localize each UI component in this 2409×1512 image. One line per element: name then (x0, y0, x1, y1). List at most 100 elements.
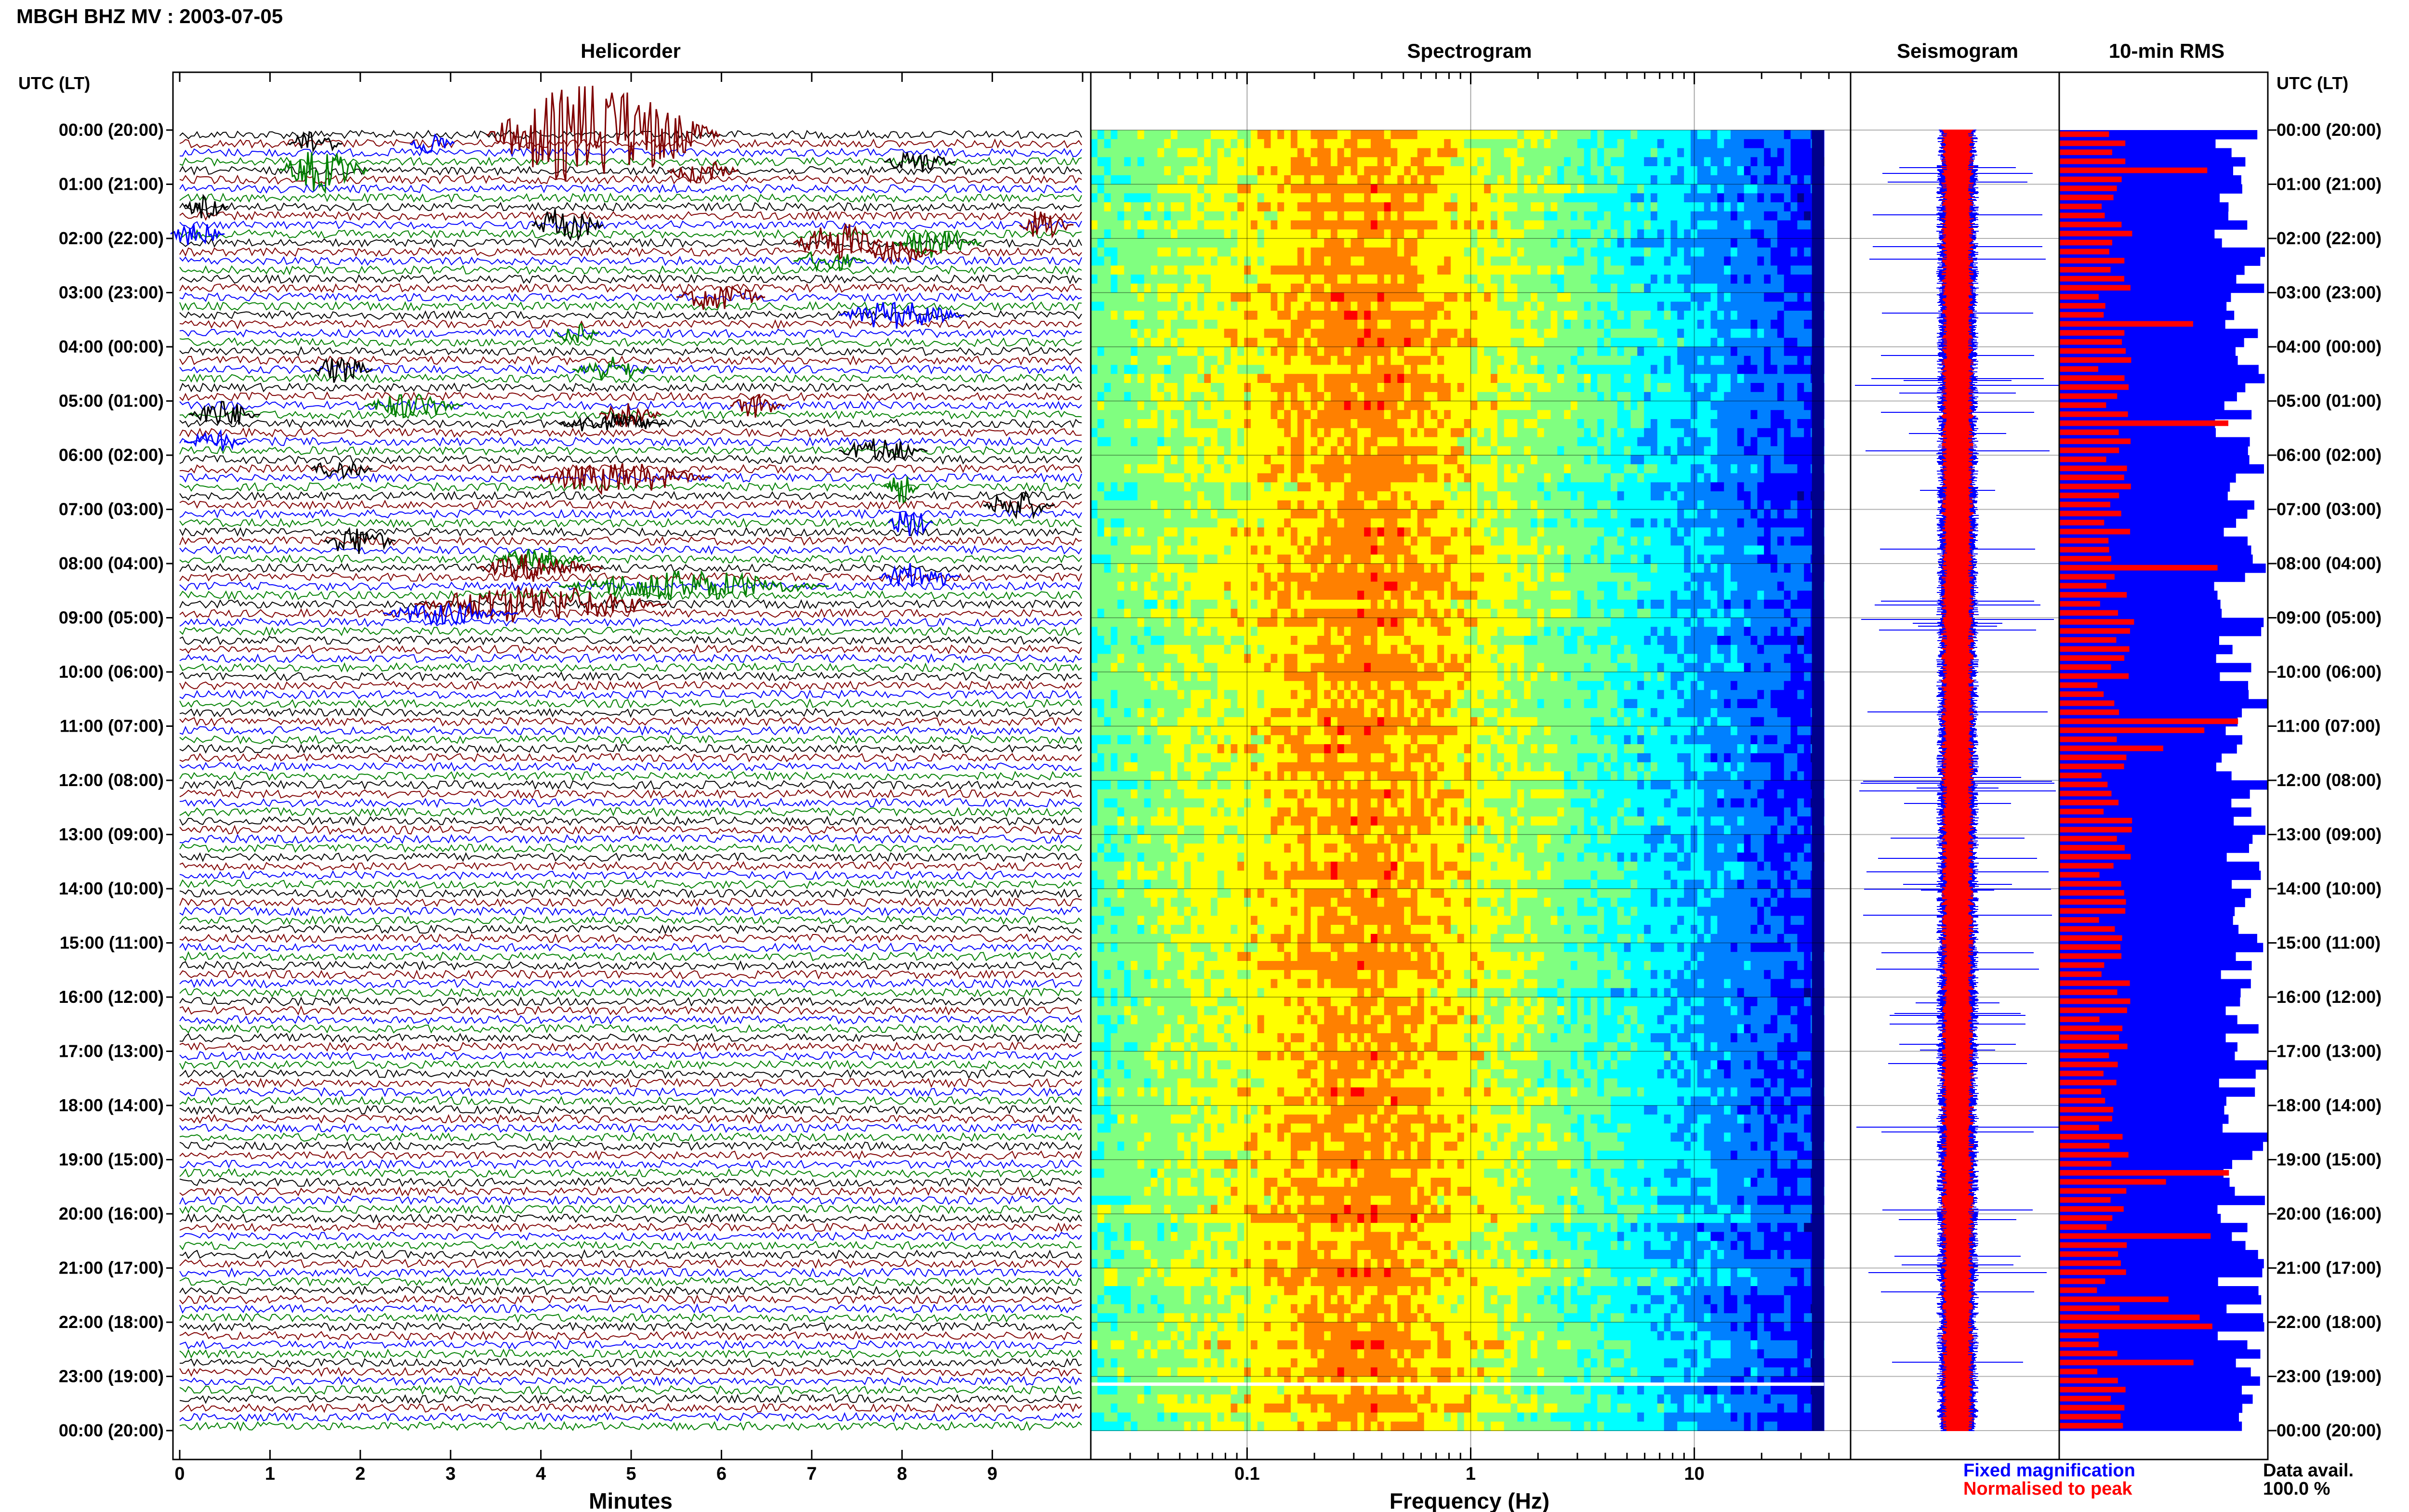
spectrogram-cell (1611, 482, 1618, 492)
spectrogram-cell (1224, 247, 1231, 257)
spectrogram-cell (1371, 365, 1378, 375)
spectrogram-cell (1184, 355, 1191, 366)
spectrogram-cell (1744, 256, 1751, 266)
spectrogram-cell (1550, 302, 1558, 311)
spectrogram-cell (1331, 437, 1338, 447)
helicorder-trace (179, 517, 1082, 528)
spectrogram-cell (1657, 455, 1665, 465)
spectrogram-cell (1390, 265, 1398, 275)
spectrogram-cell (1737, 184, 1745, 194)
spectrogram-cell (1584, 446, 1591, 456)
spectrogram-cell (1430, 256, 1438, 266)
spectrogram-cell (1350, 383, 1358, 393)
spectrogram-cell (1177, 175, 1185, 185)
spectrogram-cell (1750, 193, 1758, 203)
spectrogram-cell (1137, 247, 1145, 257)
spectrogram-cell (1117, 437, 1125, 447)
spectrogram-cell (1124, 365, 1131, 375)
spectrogram-cell (1244, 419, 1251, 429)
spectrogram-cell (1317, 139, 1324, 149)
spectrogram-cell (1564, 437, 1571, 447)
spectrogram-cell (1651, 347, 1658, 356)
spectrogram-cell (1390, 238, 1398, 248)
spectrogram-cell (1797, 437, 1804, 447)
spectrogram-cell (1124, 482, 1131, 492)
spectrogram-cell (1804, 139, 1811, 149)
spectrogram-cell (1137, 265, 1145, 275)
helicorder-trace (179, 635, 1082, 645)
spectrogram-cell (1091, 455, 1098, 465)
spectrogram-cell (1757, 419, 1764, 429)
spectrogram-cell (1564, 256, 1571, 266)
spectrogram-cell (1617, 184, 1625, 194)
spectrogram-cell (1217, 175, 1225, 185)
spectrogram-cell (1177, 166, 1185, 176)
spectrogram-cell (1457, 392, 1465, 402)
spectrogram-cell (1231, 347, 1238, 356)
spectrogram-cell (1137, 446, 1145, 456)
spectrogram-cell (1651, 500, 1658, 510)
spectrogram-cell (1677, 365, 1684, 375)
spectrogram-cell (1111, 392, 1118, 402)
spectrogram-cell (1444, 482, 1451, 492)
spectrogram-cell (1684, 419, 1691, 429)
spectrogram-cell (1357, 347, 1364, 356)
spectrogram-cell (1171, 500, 1178, 510)
spectrogram-cell (1251, 446, 1258, 456)
spectrogram-cell (1357, 482, 1364, 492)
spectrogram-cell (1537, 193, 1545, 203)
spectrogram-cell (1657, 148, 1665, 158)
spectrogram-cell (1417, 247, 1425, 257)
spectrogram-cell (1117, 355, 1125, 366)
spectrogram-cell (1097, 130, 1105, 140)
spectrogram-cell (1537, 265, 1545, 275)
spectrogram-cell (1117, 410, 1125, 420)
spectrogram-cell (1417, 229, 1425, 239)
spectrogram-cell (1271, 428, 1278, 438)
spectrogram-cell (1764, 365, 1771, 375)
helicorder-event (558, 413, 667, 432)
spectrogram-cell (1191, 211, 1198, 221)
spectrogram-cell (1251, 401, 1258, 411)
spectrogram-cell (1211, 464, 1218, 474)
spectrogram-cell (1091, 283, 1098, 293)
spectrogram-cell (1497, 311, 1505, 320)
spectrogram-cell (1184, 229, 1191, 239)
spectrogram-cell (1251, 329, 1258, 339)
spectrogram-cell (1111, 302, 1118, 311)
spectrogram-cell (1164, 238, 1171, 248)
spectrogram-cell (1584, 455, 1591, 465)
helicorder-trace (179, 454, 1082, 465)
spectrogram-cell (1377, 383, 1385, 393)
spectrogram-cell (1611, 175, 1618, 185)
spectrogram-cell (1557, 184, 1564, 194)
spectrogram-cell (1737, 455, 1745, 465)
spectrogram-cell (1677, 374, 1684, 383)
spectrogram-cell (1177, 338, 1185, 347)
spectrogram-cell (1444, 428, 1451, 438)
spectrogram-cell (1557, 374, 1564, 383)
spectrogram-cell (1424, 238, 1431, 248)
spectrogram-cell (1144, 238, 1152, 248)
spectrogram-cell (1131, 319, 1138, 329)
spectrogram-cell (1104, 455, 1112, 465)
spectrogram-cell (1590, 482, 1598, 492)
spectrogram-cell (1717, 383, 1724, 393)
spectrogram-cell (1630, 392, 1638, 402)
helicorder-trace (179, 1159, 1082, 1170)
spectrogram-cell (1404, 401, 1411, 411)
spectrogram-cell (1350, 319, 1358, 329)
spectrogram-cell (1411, 229, 1418, 239)
spectrogram-cell (1091, 473, 1098, 483)
spectrogram-cell (1611, 491, 1618, 501)
spectrogram-cell (1384, 275, 1391, 284)
spectrogram-cell (1124, 464, 1131, 474)
spectrogram-cell (1477, 292, 1484, 302)
spectrogram-cell (1337, 464, 1345, 474)
spectrogram-cell (1277, 446, 1284, 456)
spectrogram-cell (1670, 220, 1678, 230)
spectrogram-cell (1684, 428, 1691, 438)
spectrogram-cell (1337, 211, 1345, 221)
helicorder-trace (179, 1285, 1082, 1296)
spectrogram-cell (1564, 238, 1571, 248)
